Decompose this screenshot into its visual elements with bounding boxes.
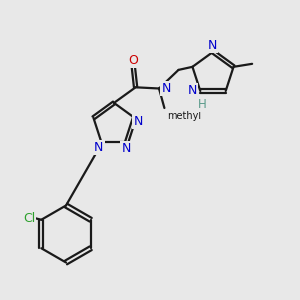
Text: N: N: [122, 142, 131, 155]
Text: O: O: [128, 54, 138, 67]
Text: N: N: [187, 85, 197, 98]
Text: N: N: [134, 115, 143, 128]
Text: N: N: [161, 82, 171, 95]
Text: H: H: [197, 98, 206, 112]
Text: N: N: [208, 39, 217, 52]
Text: methyl: methyl: [167, 111, 201, 121]
Text: N: N: [94, 141, 104, 154]
Text: Cl: Cl: [23, 212, 35, 225]
